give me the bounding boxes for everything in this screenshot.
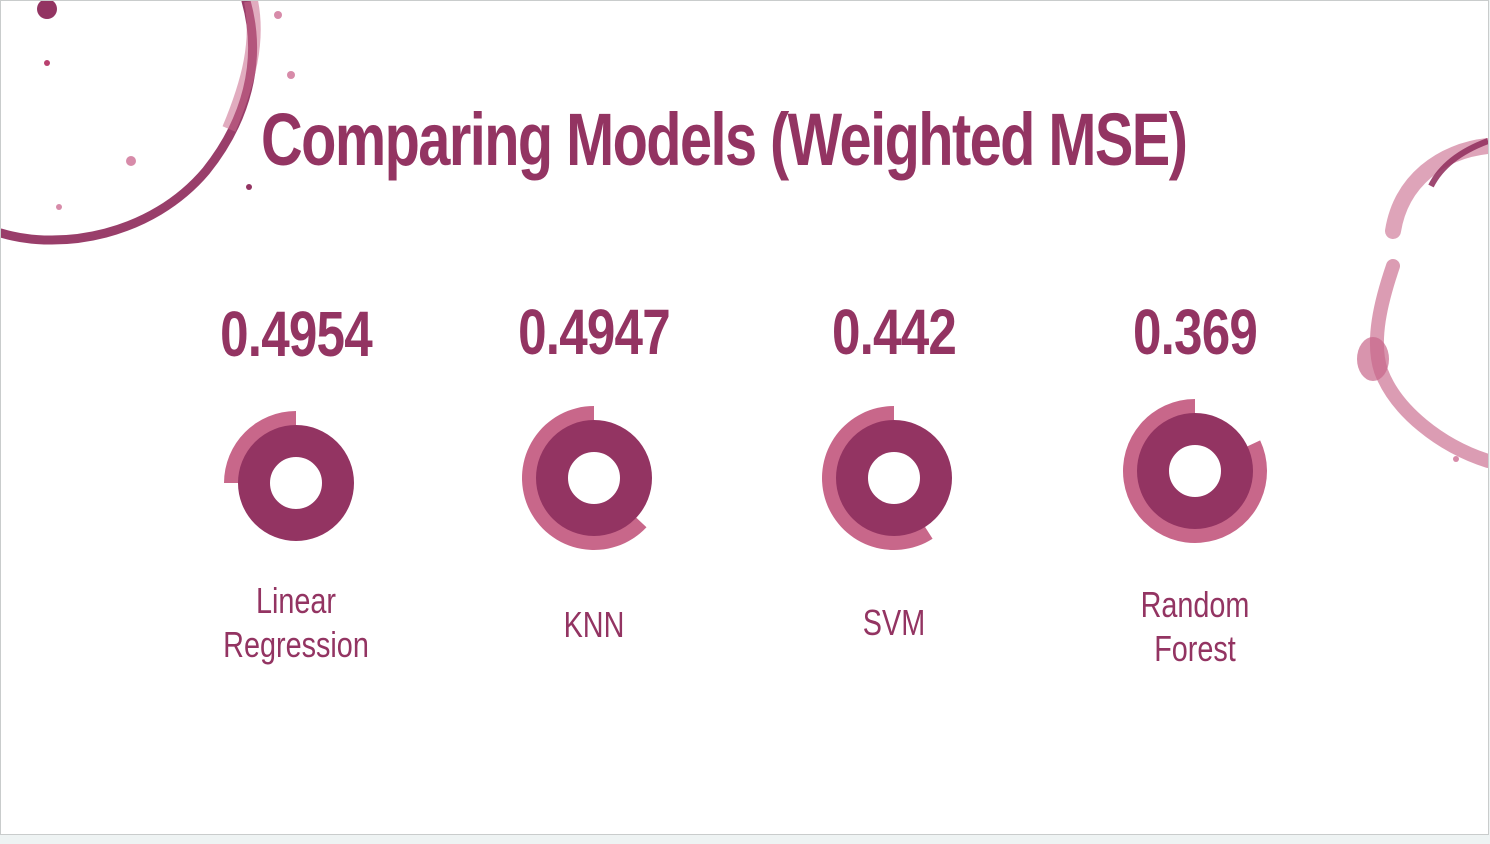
- donut-chart: [822, 406, 952, 550]
- slide-title: Comparing Models (Weighted MSE): [261, 98, 1188, 181]
- stain-drop: [37, 1, 57, 19]
- mse-value: 0.442: [831, 296, 957, 368]
- donut-inner-ring: [536, 420, 652, 536]
- stain-drop: [44, 60, 50, 66]
- donut-inner-ring: [238, 425, 354, 541]
- stain-ring-right: [1385, 138, 1488, 239]
- mse-value: 0.4947: [518, 296, 671, 368]
- stain-blot: [1357, 337, 1389, 381]
- stain-drop: [287, 71, 295, 79]
- donut-chart: [522, 406, 652, 550]
- donut-chart: [1123, 399, 1267, 543]
- stain-drop: [56, 204, 62, 210]
- stain-ring-right-outer: [1428, 138, 1488, 188]
- donut-inner-ring: [836, 420, 952, 536]
- donut-inner-ring: [1137, 413, 1253, 529]
- stain-ring-top-left-inner: [222, 1, 261, 132]
- donut-chart: [224, 411, 354, 541]
- model-label: SVM: [862, 602, 926, 643]
- stain-drop: [246, 184, 252, 190]
- stain-drop: [1453, 456, 1459, 462]
- mse-value: 0.369: [1132, 296, 1258, 368]
- model-label: KNN: [563, 604, 625, 645]
- mse-value: 0.4954: [220, 298, 373, 370]
- stain-drop: [274, 11, 282, 19]
- model-label: Linear Regression: [223, 580, 369, 665]
- stain-drop: [126, 156, 136, 166]
- model-label: Random Forest: [1140, 584, 1250, 669]
- stain-ring-right-lower: [1369, 259, 1488, 468]
